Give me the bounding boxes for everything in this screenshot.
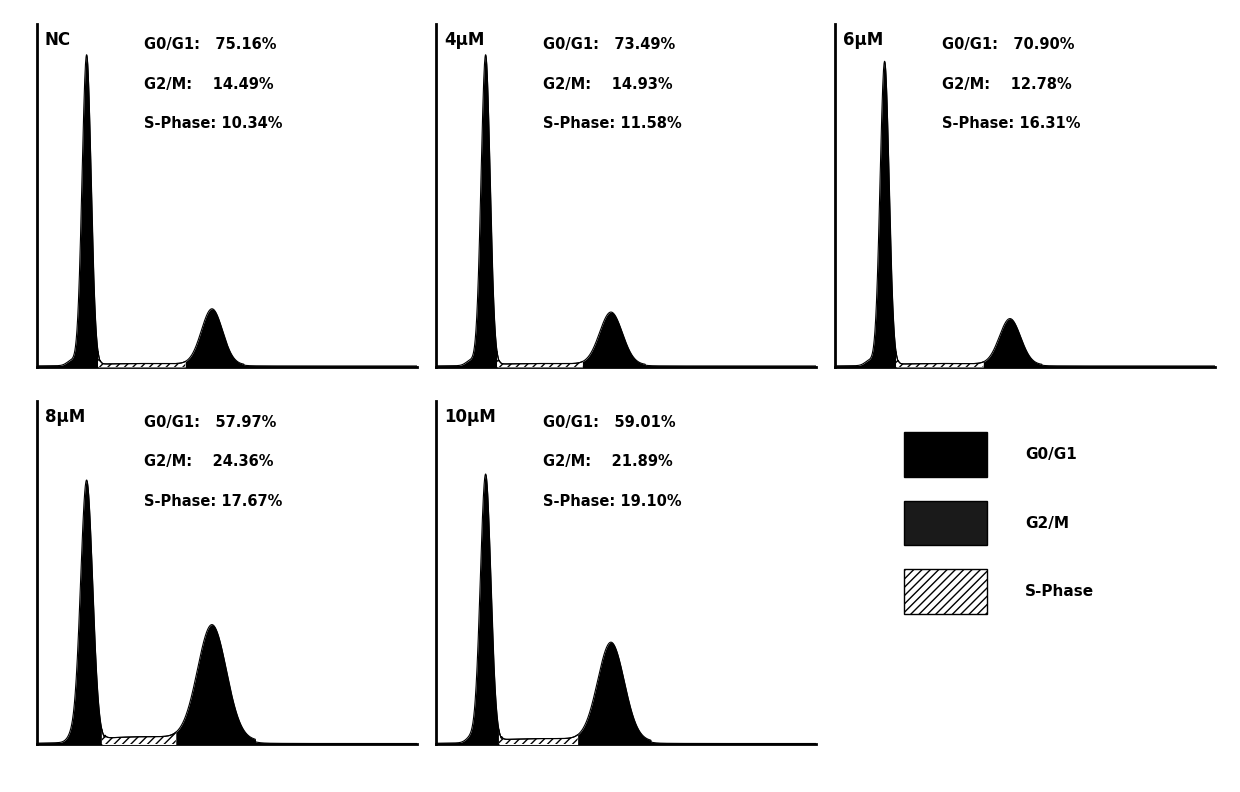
Text: G2/M: G2/M (1025, 516, 1069, 531)
Text: S-Phase: 16.31%: S-Phase: 16.31% (941, 116, 1080, 131)
Text: G2/M:    14.49%: G2/M: 14.49% (144, 77, 273, 92)
Text: NC: NC (45, 31, 71, 48)
Text: G2/M:    24.36%: G2/M: 24.36% (144, 455, 273, 470)
Text: 6μM: 6μM (843, 31, 883, 48)
Text: G0/G1:   75.16%: G0/G1: 75.16% (144, 37, 277, 52)
Bar (904, 501, 987, 546)
Text: S-Phase: 19.10%: S-Phase: 19.10% (543, 494, 681, 509)
Text: G0/G1:   70.90%: G0/G1: 70.90% (941, 37, 1074, 52)
Text: 10μM: 10μM (444, 408, 496, 426)
Text: S-Phase: 11.58%: S-Phase: 11.58% (543, 116, 681, 131)
Bar (904, 432, 987, 477)
Text: S-Phase: 17.67%: S-Phase: 17.67% (144, 494, 281, 509)
Text: 4μM: 4μM (444, 31, 484, 48)
Text: S-Phase: 10.34%: S-Phase: 10.34% (144, 116, 283, 131)
Text: G0/G1: G0/G1 (1025, 447, 1078, 462)
Text: S-Phase: S-Phase (1025, 584, 1095, 600)
Text: G0/G1:   57.97%: G0/G1: 57.97% (144, 415, 277, 430)
Text: G2/M:    21.89%: G2/M: 21.89% (543, 455, 672, 470)
Bar (904, 569, 987, 614)
Text: G0/G1:   59.01%: G0/G1: 59.01% (543, 415, 676, 430)
Text: 8μM: 8μM (45, 408, 86, 426)
Text: G2/M:    12.78%: G2/M: 12.78% (941, 77, 1071, 92)
Text: G2/M:    14.93%: G2/M: 14.93% (543, 77, 672, 92)
Text: G0/G1:   73.49%: G0/G1: 73.49% (543, 37, 675, 52)
